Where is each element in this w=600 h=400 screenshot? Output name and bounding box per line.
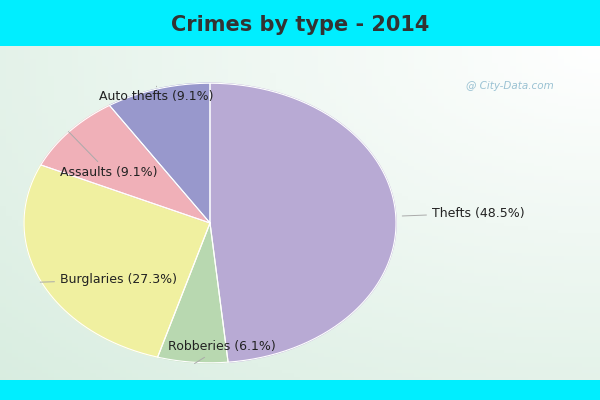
Polygon shape [109, 83, 210, 223]
Text: Crimes by type - 2014: Crimes by type - 2014 [171, 15, 429, 35]
Polygon shape [24, 165, 210, 357]
Text: Robberies (6.1%): Robberies (6.1%) [168, 340, 276, 364]
Text: Burglaries (27.3%): Burglaries (27.3%) [40, 273, 177, 286]
Text: Auto thefts (9.1%): Auto thefts (9.1%) [99, 86, 213, 103]
Polygon shape [41, 106, 210, 223]
Text: Thefts (48.5%): Thefts (48.5%) [402, 206, 524, 220]
Polygon shape [158, 223, 228, 363]
Text: Assaults (9.1%): Assaults (9.1%) [60, 132, 157, 180]
Text: @ City-Data.com: @ City-Data.com [466, 81, 554, 91]
Polygon shape [210, 83, 396, 362]
